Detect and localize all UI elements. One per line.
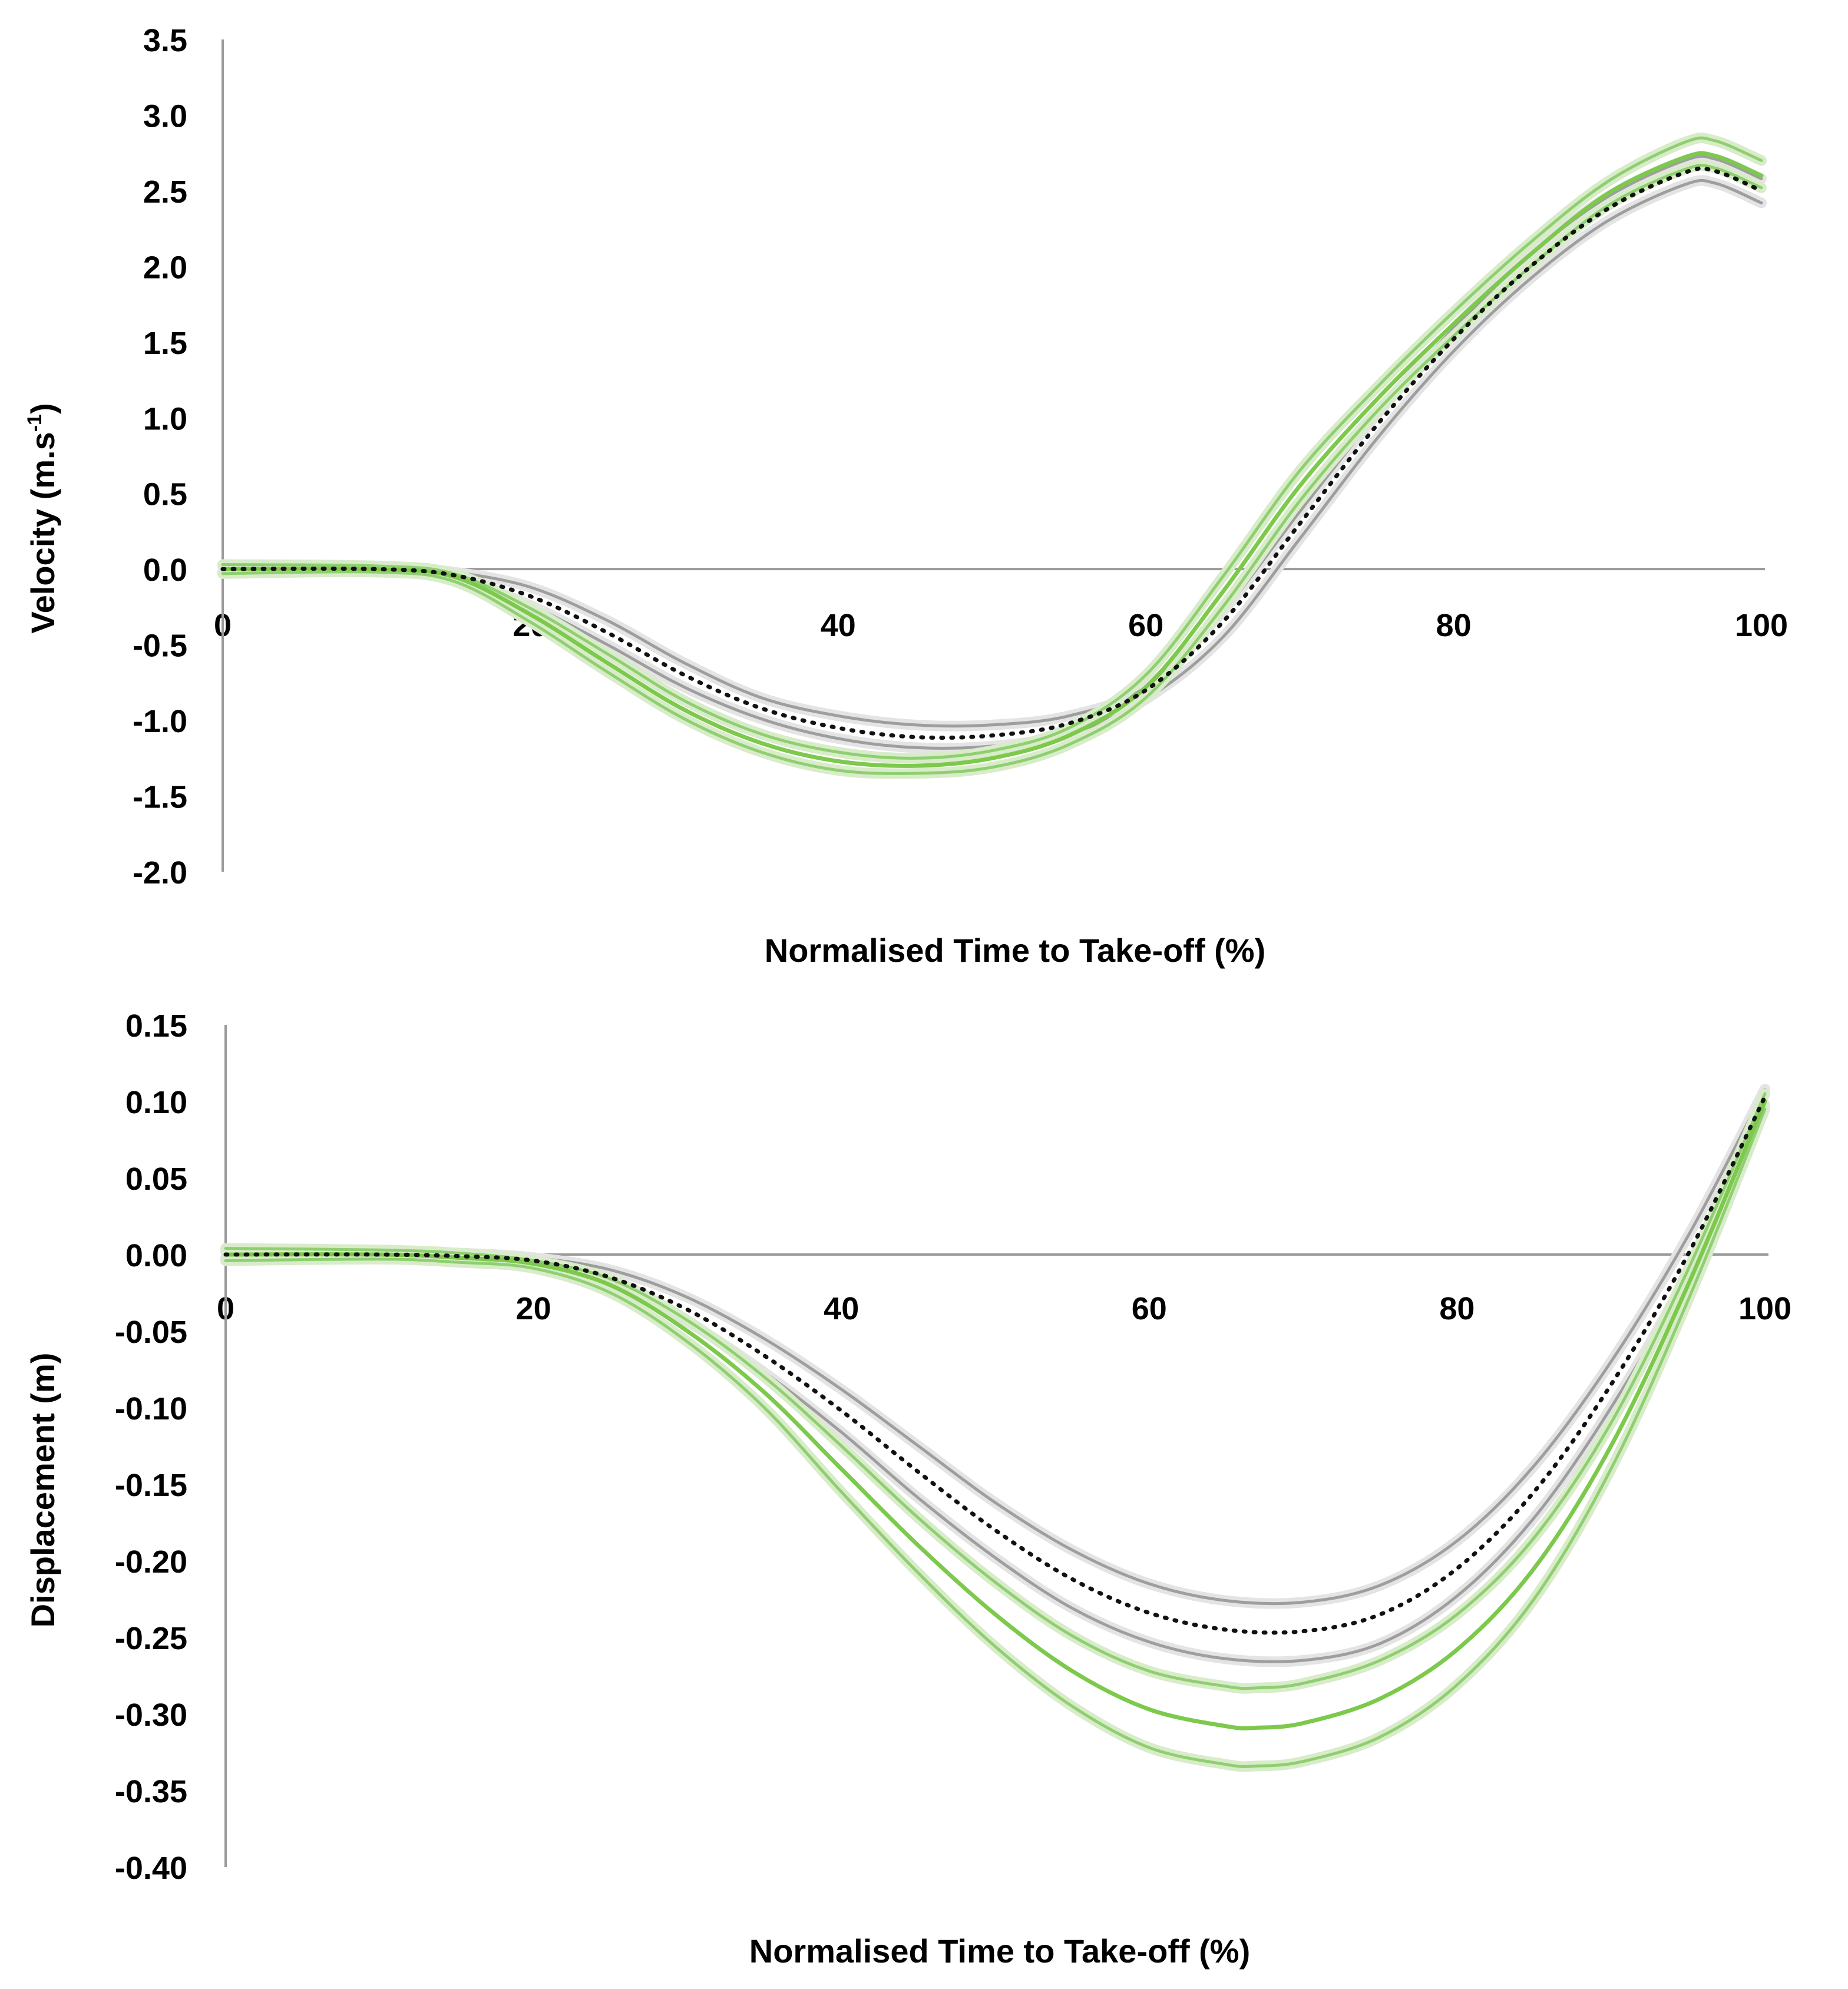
displacement-series [220,1084,1770,1772]
velocity-green-lower-sd-line [221,164,1763,775]
displacement-y-tick-label: -0.20 [115,1544,187,1580]
displacement-y-tick-label: -0.05 [115,1315,187,1350]
velocity-x-axis-label: Normalised Time to Take-off (%) [765,932,1266,969]
velocity-chart: 3.5 3.0 2.5 2.0 1.5 1.0 0.5 0.0 -0.5 -1.0 -1.5 -2.0… [24,23,1788,969]
displacement-y-tick-label: -0.10 [115,1391,187,1427]
velocity-y-tick-label: -0.5 [133,628,187,664]
displacement-x-tick-label: 60 [1132,1291,1167,1326]
displacement-y-tick-label: -0.30 [115,1697,187,1733]
velocity-x-tick-label: 80 [1436,608,1472,643]
displacement-y-tick-label: -0.25 [115,1621,187,1656]
velocity-y-tick-label: -1.5 [133,780,187,815]
displacement-x-tick-label: 40 [824,1291,859,1326]
velocity-black-mean-line [220,166,1764,740]
displacement-gray-upper-sd-line [224,1087,1767,1606]
displacement-black-mean-line [223,1094,1767,1635]
displacement-y-tick-label: 0.00 [125,1238,187,1273]
displacement-y-tick-label: -0.15 [115,1468,187,1503]
velocity-x-tick-label: 60 [1128,608,1163,643]
displacement-y-tick-label: 0.05 [125,1161,187,1197]
velocity-x-tick-label: 40 [821,608,856,643]
displacement-y-tick-label: -0.40 [115,1851,187,1886]
displacement-y-axis-label: Displacement (m) [24,1353,61,1628]
velocity-y-axis-label: Velocity (m.s-1) [24,403,61,633]
velocity-y-tick-label: 0.0 [143,552,187,588]
displacement-y-tick-label: 0.15 [125,1008,187,1044]
velocity-y-tick-label: 1.0 [143,401,187,436]
displacement-y-tick-labels: 0.15 0.10 0.05 0.00 -0.05 -0.10 -0.15 -0.20 -0.2… [115,1008,187,1886]
displacement-green-lower-sd-halo [220,1104,1770,1772]
velocity-y-tick-label: 1.5 [143,326,187,361]
velocity-green-upper-sd-halo [217,133,1767,764]
displacement-green-mean-line [223,1099,1767,1730]
velocity-x-tick-label: 100 [1735,608,1788,643]
displacement-chart: 0.15 0.10 0.05 0.00 -0.05 -0.10 -0.15 -0.20 -0.2… [24,1008,1791,1970]
displacement-green-lower-sd-line [224,1107,1767,1768]
displacement-x-tick-label: 20 [516,1291,551,1326]
displacement-x-axis-label: Normalised Time to Take-off (%) [749,1932,1251,1970]
velocity-green-upper-sd-line [221,136,1763,760]
velocity-y-tick-label: 2.0 [143,250,187,285]
velocity-y-tick-label: 3.0 [143,98,187,134]
displacement-x-tick-label: 100 [1738,1291,1791,1326]
velocity-y-tick-label: 3.5 [143,23,187,58]
velocity-y-tick-label: -1.0 [133,704,187,739]
velocity-y-tick-label: -2.0 [133,855,187,891]
displacement-x-tick-label: 80 [1439,1291,1475,1326]
displacement-y-tick-label: 0.10 [125,1085,187,1120]
displacement-gray-upper-sd-halo [220,1084,1770,1609]
displacement-y-tick-label: -0.35 [115,1774,187,1809]
velocity-y-tick-labels: 3.5 3.0 2.5 2.0 1.5 1.0 0.5 0.0 -0.5 -1.0 -1.5 -2.0 [133,23,187,891]
velocity-green-mean-line [220,151,1764,768]
velocity-y-tick-label: 2.5 [143,174,187,210]
velocity-series [217,133,1767,779]
velocity-y-tick-label: 0.5 [143,477,187,512]
